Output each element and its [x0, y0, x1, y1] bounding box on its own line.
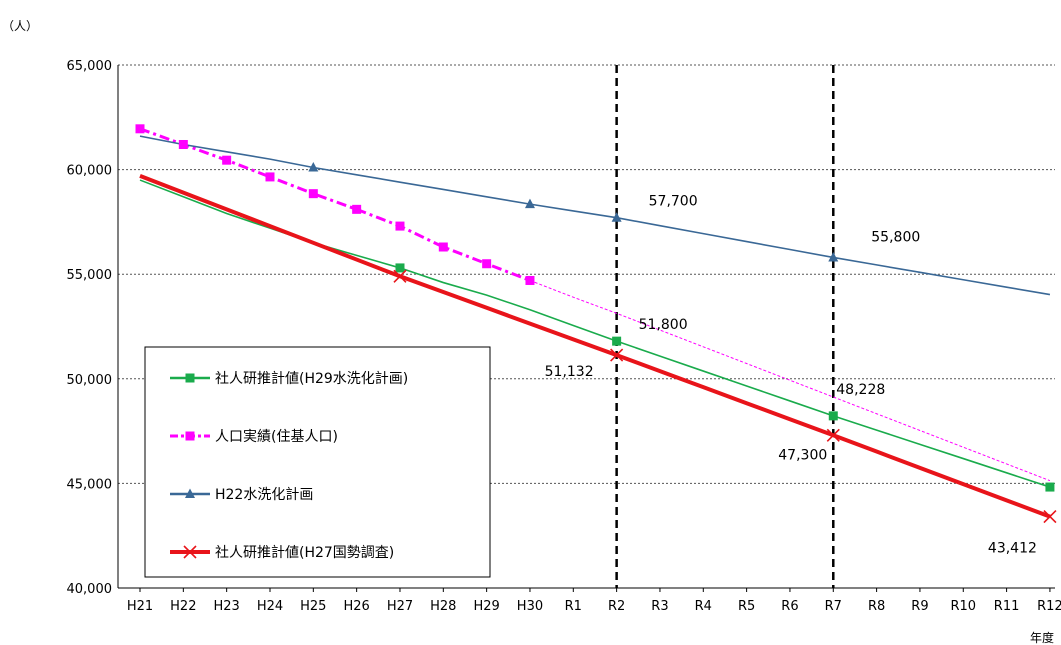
- series-1-point: [395, 221, 405, 231]
- legend-swatch-marker: [183, 545, 197, 559]
- y-tick-label: 50,000: [67, 373, 113, 388]
- series-2-point: [524, 198, 535, 209]
- series-1-point: [438, 242, 448, 252]
- x-tick-label: R1: [565, 599, 582, 614]
- series-1-point: [308, 189, 318, 199]
- x-tick-label: H24: [257, 599, 283, 614]
- series-3-point: [1043, 510, 1057, 524]
- vertical-reference-lines: [615, 65, 835, 588]
- legend-label: 人口実績(住基人口): [215, 428, 338, 445]
- series-1-point: [265, 172, 275, 182]
- legend-swatch-marker: [185, 431, 195, 441]
- series-1-point: [482, 259, 492, 269]
- series-0-point: [395, 263, 405, 273]
- annotation-label: 51,800: [639, 317, 688, 333]
- x-tick-label: R2: [608, 599, 625, 614]
- x-tick-label: R8: [868, 599, 885, 614]
- series-markers: [135, 124, 1057, 524]
- legend: 社人研推計値(H29水洗化計画) 人口実績(住基人口) H22水洗化計画社人研推計値…: [144, 346, 491, 578]
- y-axis-unit-label: （人）: [2, 19, 38, 33]
- series-1-point: [178, 139, 188, 149]
- series-line-3: [139, 174, 1051, 519]
- series-3-point: [826, 428, 840, 442]
- legend-box: [144, 346, 491, 578]
- series-1-point: [222, 155, 232, 165]
- x-tick-label: R5: [738, 599, 755, 614]
- legend-swatch-marker: [185, 488, 195, 498]
- series-3-point: [393, 269, 407, 283]
- x-tick-label: H30: [517, 599, 543, 614]
- x-tick-label: R7: [825, 599, 842, 614]
- x-tick-label: R9: [911, 599, 928, 614]
- legend-label: 社人研推計値(H29水洗化計画): [215, 371, 408, 387]
- x-marker-stroke: [1043, 510, 1057, 524]
- series-0-point: [612, 336, 622, 346]
- x-marker-stroke: [393, 269, 407, 283]
- series-0-point: [828, 411, 838, 421]
- x-tick-label: R6: [781, 599, 798, 614]
- series-1-point: [525, 275, 535, 285]
- x-axis-unit-label: 年度: [1030, 630, 1054, 645]
- annotation-label: 57,700: [649, 194, 698, 210]
- x-marker-stroke: [826, 428, 840, 442]
- value-annotations: 57,700 55,800 51,800 51,132 48,228 47,300 43,4…: [545, 194, 1037, 557]
- series-2-point: [828, 251, 839, 262]
- series-3-point: [610, 348, 624, 362]
- series-line-1-actual: [139, 127, 531, 282]
- x-tick-label: H26: [343, 599, 369, 614]
- x-marker-stroke: [183, 545, 197, 559]
- annotation-label: 55,800: [871, 229, 920, 245]
- series-line-1-projection: [529, 280, 1051, 482]
- series-line-2: [139, 135, 1051, 296]
- axes: 40,000 45,000 50,000 55,000 60,000 65,000 H21 H…: [67, 59, 1061, 614]
- series-2-point: [308, 162, 319, 172]
- annotation-label: 48,228: [836, 382, 885, 398]
- annotation-label: 51,132: [545, 364, 594, 380]
- x-tick-label: R3: [651, 599, 668, 614]
- series-0-point: [1045, 482, 1055, 492]
- legend-label: H22水洗化計画: [215, 487, 313, 503]
- x-tick-label: R11: [994, 599, 1020, 614]
- series-2-point: [611, 212, 622, 222]
- x-tick-label: R10: [950, 599, 976, 614]
- series-1-point: [135, 124, 145, 134]
- series-lines: [139, 127, 1051, 519]
- y-tick-label: 40,000: [67, 582, 113, 597]
- annotation-label: 43,412: [988, 541, 1037, 557]
- y-tick-label: 60,000: [67, 164, 113, 179]
- x-tick-label: H23: [213, 599, 239, 614]
- y-tick-label: 45,000: [67, 477, 113, 492]
- y-tick-label: 65,000: [67, 59, 113, 74]
- x-tick-label: H27: [387, 599, 413, 614]
- series-1-point: [352, 204, 362, 214]
- x-tick-label: R4: [695, 599, 712, 614]
- x-tick-label: H22: [170, 599, 196, 614]
- x-tick-label: R12: [1037, 599, 1061, 614]
- x-marker-stroke: [610, 348, 624, 362]
- x-tick-label: H21: [127, 599, 153, 614]
- x-tick-label: H28: [430, 599, 456, 614]
- y-tick-label: 55,000: [67, 268, 113, 283]
- x-tick-label: H25: [300, 599, 326, 614]
- legend-label: 社人研推計値(H27国勢調査): [215, 545, 394, 561]
- legend-swatch-marker: [185, 373, 195, 383]
- annotation-label: 47,300: [778, 447, 827, 463]
- x-tick-label: H29: [473, 599, 499, 614]
